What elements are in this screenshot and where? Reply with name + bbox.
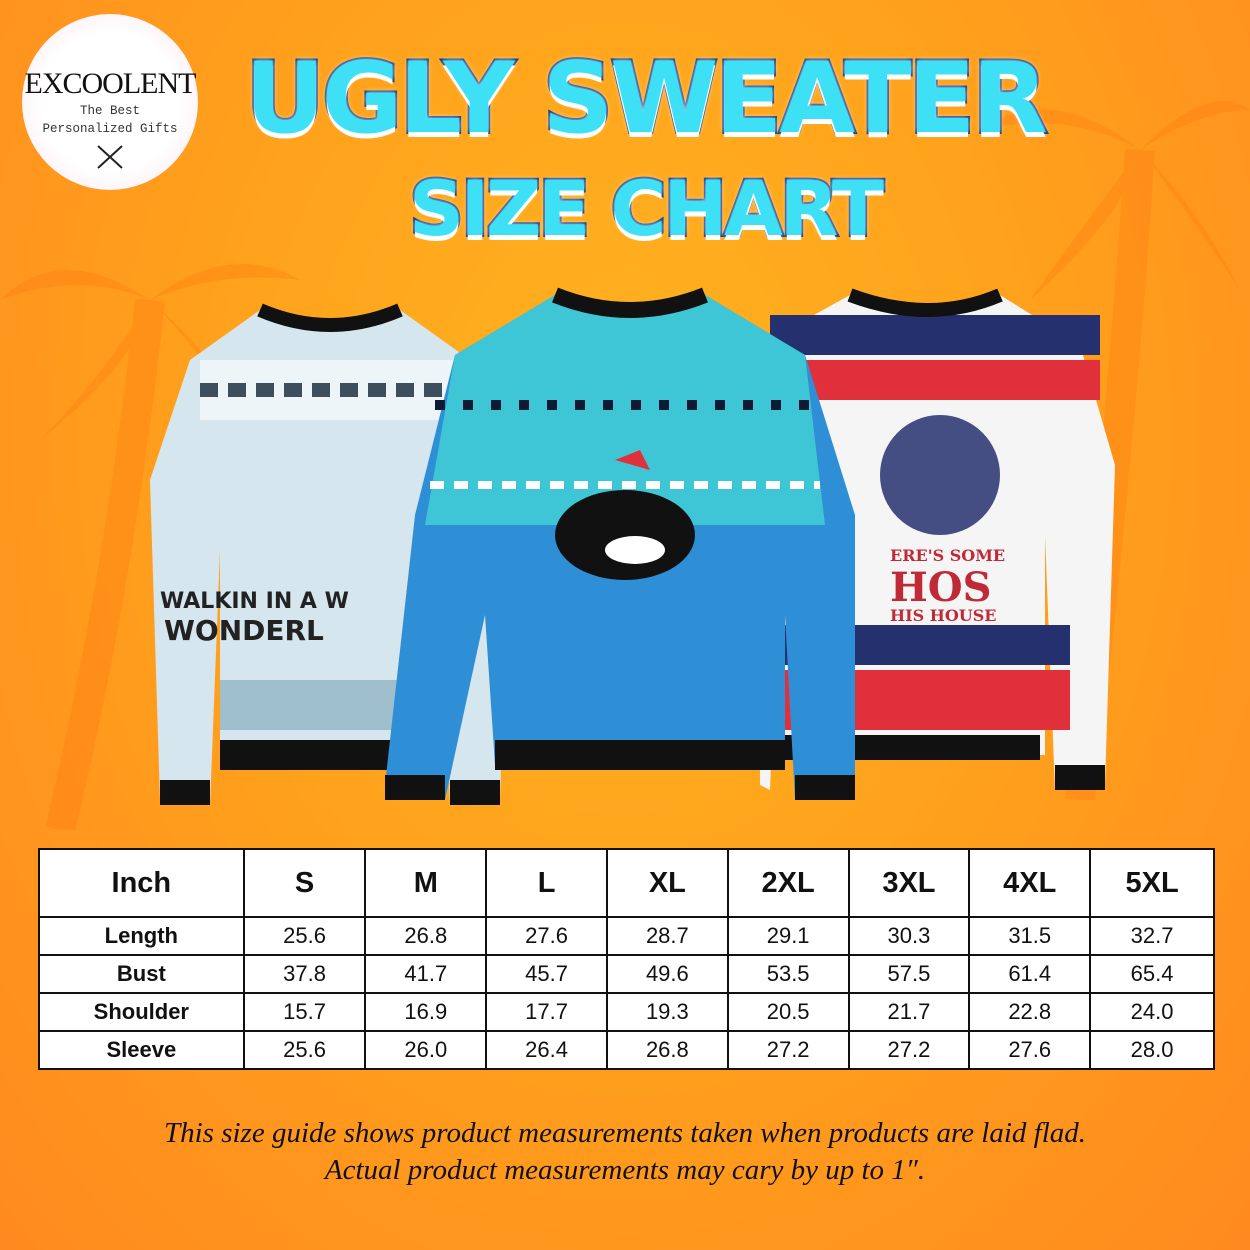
header-cell: Inch	[38, 848, 245, 918]
table-cell: 30.3	[847, 916, 971, 956]
table-cell: 53.5	[726, 954, 850, 994]
header-cell: 4XL	[968, 848, 1092, 918]
size-chart-table: Inch S M L XL 2XL 3XL 4XL 5XL Length 25.…	[38, 848, 1215, 1070]
row-label: Bust	[38, 954, 245, 994]
header-cell: 2XL	[726, 848, 850, 918]
table-cell: 26.4	[485, 1030, 608, 1070]
header-cell: 5XL	[1089, 848, 1215, 918]
sweater-lettering: WONDERL	[164, 614, 324, 647]
header-cell: XL	[605, 848, 729, 918]
header-cell: S	[242, 848, 367, 918]
sweater-lettering: HOS	[890, 564, 992, 611]
table-cell: 22.8	[968, 992, 1092, 1032]
table-cell: 28.0	[1089, 1030, 1215, 1070]
table-cell: 26.8	[364, 916, 488, 956]
table-cell: 27.6	[968, 1030, 1092, 1070]
header-cell: L	[485, 848, 608, 918]
crossed-arrows-icon	[97, 145, 123, 169]
table-cell: 27.6	[485, 916, 608, 956]
measurement-note: Actual product measurements may cary by …	[324, 1154, 926, 1186]
table-row: Sleeve 25.6 26.0 26.4 26.8 27.2 27.2 27.…	[38, 1030, 1215, 1070]
table-cell: 27.2	[726, 1030, 850, 1070]
table-header-row: Inch S M L XL 2XL 3XL 4XL 5XL	[38, 848, 1215, 918]
row-label: Shoulder	[38, 992, 245, 1032]
table-cell: 65.4	[1089, 954, 1215, 994]
table-cell: 16.9	[364, 992, 488, 1032]
table-cell: 49.6	[605, 954, 729, 994]
header-cell: M	[364, 848, 488, 918]
table-cell: 20.5	[726, 992, 850, 1032]
brand-logo: EXCOOLENT The Best Personalized Gifts	[22, 14, 198, 190]
table-cell: 45.7	[485, 954, 608, 994]
logo-brand-name: EXCOOLENT	[24, 67, 197, 100]
sweater-lettering: HIS HOUSE	[890, 606, 996, 625]
sweater-lettering: ERE'S SOME	[890, 546, 1005, 565]
table-cell: 31.5	[968, 916, 1092, 956]
logo-tagline: Personalized Gifts	[42, 122, 178, 136]
table-cell: 26.0	[364, 1030, 488, 1070]
sweater-lettering: WALKIN IN A W	[160, 589, 349, 614]
table-cell: 17.7	[485, 992, 608, 1032]
table-cell: 29.1	[726, 916, 850, 956]
logo-tagline: The Best	[79, 104, 140, 118]
table-cell: 32.7	[1089, 916, 1215, 956]
table-cell: 37.8	[242, 954, 367, 994]
measurement-note: This size guide shows product measuremen…	[163, 1117, 1087, 1149]
table-cell: 27.2	[847, 1030, 971, 1070]
table-row: Shoulder 15.7 16.9 17.7 19.3 20.5 21.7 2…	[38, 992, 1215, 1032]
header-cell: 3XL	[847, 848, 971, 918]
table-row: Bust 37.8 41.7 45.7 49.6 53.5 57.5 61.4 …	[38, 954, 1215, 994]
table-cell: 24.0	[1089, 992, 1215, 1032]
palm-tree-decoration	[0, 264, 300, 830]
headline-subtitle: SIZE CHART	[407, 164, 886, 254]
table-cell: 41.7	[364, 954, 488, 994]
headline-title: UGLY SWEATER	[243, 42, 1049, 156]
table-cell: 26.8	[605, 1030, 729, 1070]
table-cell: 28.7	[605, 916, 729, 956]
row-label: Sleeve	[38, 1030, 245, 1070]
table-cell: 25.6	[242, 1030, 367, 1070]
row-label: Length	[38, 916, 245, 956]
table-cell: 21.7	[847, 992, 971, 1032]
sweater-image-orca	[385, 287, 855, 800]
table-cell: 25.6	[242, 916, 367, 956]
table-cell: 57.5	[847, 954, 971, 994]
table-row: Length 25.6 26.8 27.6 28.7 29.1 30.3 31.…	[38, 916, 1215, 956]
table-cell: 15.7	[242, 992, 367, 1032]
table-cell: 19.3	[605, 992, 729, 1032]
table-cell: 61.4	[968, 954, 1092, 994]
